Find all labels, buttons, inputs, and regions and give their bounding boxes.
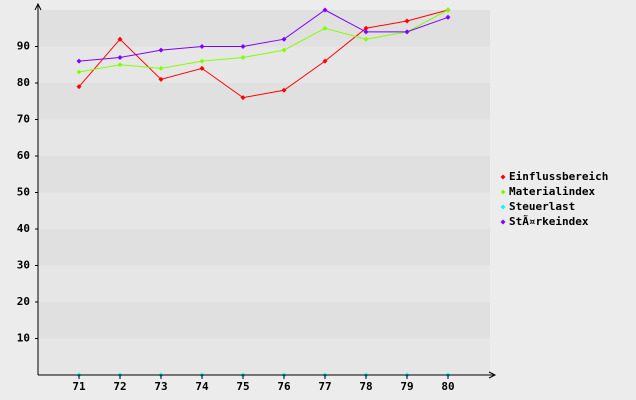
data-point <box>404 29 410 35</box>
plot-band <box>38 119 490 156</box>
data-point <box>199 58 205 64</box>
plot-band <box>38 229 490 266</box>
data-point <box>445 7 451 13</box>
data-point <box>158 76 164 82</box>
x-tick-label: 73 <box>154 380 167 393</box>
y-tick-label: 30 <box>17 259 30 272</box>
data-point <box>240 44 246 49</box>
x-tick-label: 72 <box>113 380 126 393</box>
data-point <box>199 65 205 71</box>
plot-band <box>38 83 490 120</box>
series-line <box>78 9 449 62</box>
x-tick-label: 78 <box>359 380 372 393</box>
x-tick-label: 74 <box>195 380 209 393</box>
data-point <box>363 29 369 35</box>
data-point <box>363 25 369 31</box>
data-point <box>281 47 287 53</box>
legend-label: StÃ¤rkeindex <box>509 215 589 228</box>
plot-band <box>38 338 490 375</box>
data-point <box>76 58 82 64</box>
series-line <box>78 9 449 99</box>
legend-marker <box>500 174 506 180</box>
data-point <box>281 36 287 42</box>
legend-marker <box>500 189 506 195</box>
data-point <box>158 65 164 71</box>
legend-marker <box>500 219 506 225</box>
y-tick-label: 20 <box>17 295 30 308</box>
data-point <box>240 54 246 60</box>
plot-band <box>38 46 490 83</box>
x-tick-label: 76 <box>277 380 291 393</box>
plot-band <box>38 156 490 193</box>
data-point <box>117 54 123 60</box>
plot-band <box>38 302 490 339</box>
y-tick-label: 70 <box>17 113 30 126</box>
x-tick-label: 71 <box>72 380 86 393</box>
data-point <box>404 18 410 24</box>
y-tick-label: 40 <box>17 222 30 235</box>
y-tick-label: 60 <box>17 149 30 162</box>
series-line <box>78 9 449 73</box>
data-point <box>240 95 246 101</box>
data-point <box>445 14 451 20</box>
plot-band <box>38 265 490 302</box>
data-point <box>199 44 205 49</box>
data-point <box>117 62 123 68</box>
data-point <box>322 25 328 31</box>
data-point <box>117 36 123 42</box>
x-tick-label: 79 <box>400 380 413 393</box>
y-axis-arrow <box>34 2 42 11</box>
data-point <box>76 84 82 90</box>
data-point <box>322 58 328 64</box>
x-tick-label: 75 <box>236 380 249 393</box>
data-point <box>322 7 328 13</box>
y-tick-label: 10 <box>17 332 30 345</box>
legend-marker <box>500 204 506 210</box>
plot-band <box>38 192 490 229</box>
data-point <box>76 69 82 75</box>
x-tick-label: 77 <box>318 380 331 393</box>
x-axis-arrow <box>488 371 497 379</box>
data-point <box>281 87 287 93</box>
legend-label: Materialindex <box>509 185 595 198</box>
x-tick-label: 80 <box>441 380 454 393</box>
y-tick-label: 50 <box>17 186 30 199</box>
data-point <box>363 36 369 42</box>
y-tick-label: 80 <box>17 76 30 89</box>
legend-label: Einflussbereich <box>509 170 608 183</box>
data-point <box>158 47 164 53</box>
plot-band <box>38 10 490 47</box>
legend-label: Steuerlast <box>509 200 575 213</box>
y-tick-label: 90 <box>17 40 30 53</box>
